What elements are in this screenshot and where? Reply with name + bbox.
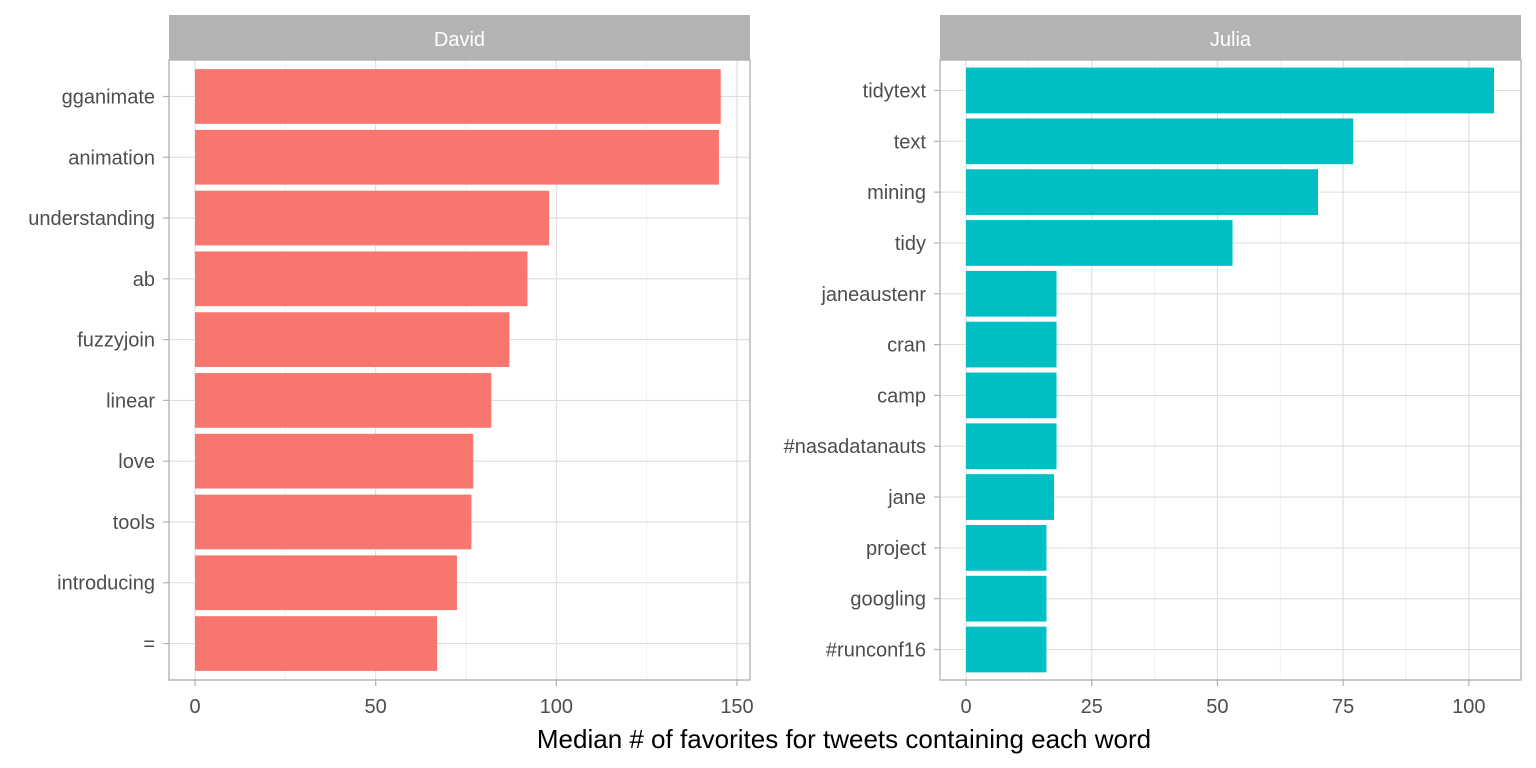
panel-david: David 0 50 100 150 gganimate animation understa… [28, 15, 754, 718]
bar-text [966, 118, 1354, 165]
bar-tidy [966, 220, 1233, 266]
panel-border [168, 59, 751, 681]
x-tick-label-100: 100 [1452, 696, 1485, 718]
bar-equals [195, 616, 438, 671]
bar-project [966, 525, 1047, 571]
y-tick-label-understanding: understanding [28, 208, 155, 230]
x-axis-title: Median # of favorites for tweets contain… [537, 724, 1151, 754]
y-tick-label-animation: animation [68, 147, 155, 169]
y-tick-label-project: project [866, 538, 926, 560]
x-tick-label-0: 0 [960, 696, 971, 718]
y-tick-label-tidytext: tidytext [863, 80, 927, 102]
y-tick-label-cran: cran [887, 335, 926, 357]
bar-animation [195, 129, 719, 185]
bar-jane [966, 474, 1054, 520]
bar-mining [966, 169, 1318, 215]
bar-understanding [195, 190, 550, 246]
facet-label-julia: Julia [1210, 29, 1252, 51]
facet-strip [940, 15, 1521, 60]
y-tick-label-fuzzyjoin: fuzzyjoin [77, 330, 155, 352]
x-tick-label-50: 50 [365, 696, 387, 718]
x-tick-label-50: 50 [1206, 696, 1228, 718]
y-tick-label-introducing: introducing [57, 573, 155, 595]
bar-tidytext [966, 67, 1494, 114]
panel-julia: Julia 0 25 50 75 100 tidytext text mining tidy jan… [784, 15, 1522, 718]
x-tick-label-150: 150 [720, 696, 753, 718]
bar-ab [195, 251, 528, 307]
x-tick-label-25: 25 [1081, 696, 1103, 718]
panel-border [939, 59, 1522, 681]
x-tick-label-0: 0 [189, 696, 200, 718]
y-tick-label-googling: googling [850, 589, 926, 611]
bar-introducing [195, 555, 457, 611]
bar-runconf16 [966, 626, 1047, 673]
x-tick-label-75: 75 [1332, 696, 1354, 718]
facet-label-david: David [434, 29, 485, 51]
y-tick-label-jane: jane [887, 487, 926, 509]
bar-love [195, 433, 474, 489]
bar-cran [966, 321, 1057, 368]
y-tick-label-tidy: tidy [895, 233, 926, 255]
bar-camp [966, 372, 1057, 419]
y-tick-label-mining: mining [867, 182, 926, 204]
bar-tools [195, 494, 472, 550]
y-tick-label-nasadatanauts: #nasadatanauts [784, 436, 926, 458]
y-tick-label-tools: tools [113, 512, 155, 534]
bar-googling [966, 575, 1047, 622]
y-tick-label-love: love [118, 451, 155, 473]
bar-linear [195, 373, 492, 428]
bar-gganimate [195, 69, 721, 124]
y-tick-label-equals: = [143, 634, 155, 656]
y-tick-label-gganimate: gganimate [62, 86, 155, 108]
bar-fuzzyjoin [195, 312, 510, 367]
y-tick-label-janeaustenr: janeaustenr [820, 284, 926, 306]
x-tick-label-100: 100 [540, 696, 573, 718]
y-tick-label-ab: ab [133, 269, 155, 291]
y-tick-label-linear: linear [106, 390, 155, 412]
y-tick-label-text: text [894, 131, 927, 153]
bar-janeaustenr [966, 270, 1057, 317]
y-tick-label-camp: camp [877, 385, 926, 407]
facet-strip [169, 15, 750, 60]
bar-nasadatanauts [966, 423, 1057, 470]
y-tick-label-runconf16: #runconf16 [826, 640, 926, 662]
